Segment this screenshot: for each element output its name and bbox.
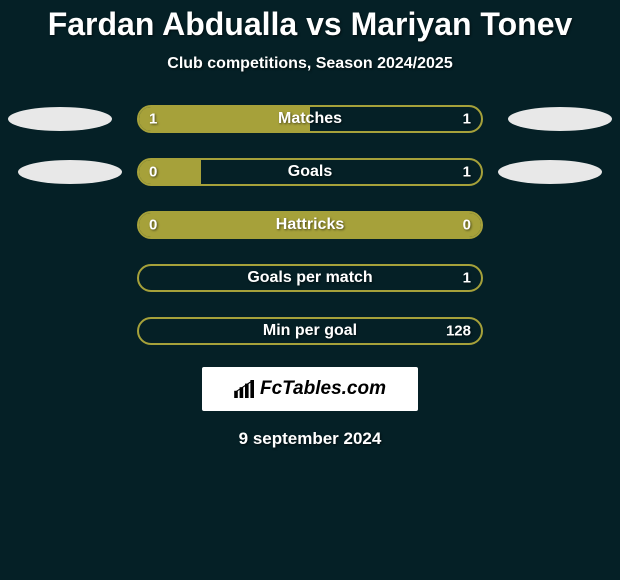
page-title: Fardan Abdualla vs Mariyan Tonev	[48, 6, 573, 43]
date-label: 9 september 2024	[239, 429, 382, 449]
logo-text: FcTables.com	[260, 378, 386, 400]
stat-row: Hattricks 0 0	[0, 211, 620, 239]
stat-value-left: 1	[149, 111, 157, 128]
stat-value-right: 1	[463, 270, 471, 287]
player-left-marker	[8, 107, 112, 131]
stat-row: Goals 0 1	[0, 158, 620, 186]
stat-bar: Goals per match 1	[137, 264, 483, 292]
stat-label: Hattricks	[276, 216, 344, 234]
stat-bar: Hattricks 0 0	[137, 211, 483, 239]
stat-row: Matches 1 1	[0, 105, 620, 133]
bar-chart-icon	[234, 380, 256, 398]
stat-value-right: 128	[446, 323, 471, 340]
player-right-marker	[508, 107, 612, 131]
stat-value-right: 0	[463, 217, 471, 234]
player-left-marker	[18, 160, 122, 184]
stat-bar: Matches 1 1	[137, 105, 483, 133]
stats-area: Matches 1 1 Goals 0 1 Hattricks 0 0 Goals per mat…	[0, 105, 620, 345]
logo-box: FcTables.com	[202, 367, 418, 411]
stat-label: Matches	[278, 110, 342, 128]
stat-row: Goals per match 1	[0, 264, 620, 292]
stat-value-left: 0	[149, 164, 157, 181]
stat-label: Goals	[288, 163, 332, 181]
stat-value-right: 1	[463, 111, 471, 128]
stat-label: Goals per match	[247, 269, 372, 287]
stat-bar: Goals 0 1	[137, 158, 483, 186]
stat-label: Min per goal	[263, 322, 357, 340]
stat-bar: Min per goal 128	[137, 317, 483, 345]
stat-value-left: 0	[149, 217, 157, 234]
stat-row: Min per goal 128	[0, 317, 620, 345]
stat-bar-right-fill	[201, 160, 481, 184]
comparison-card: Fardan Abdualla vs Mariyan Tonev Club co…	[0, 0, 620, 449]
stat-value-right: 1	[463, 164, 471, 181]
player-right-marker	[498, 160, 602, 184]
subtitle: Club competitions, Season 2024/2025	[167, 55, 452, 73]
